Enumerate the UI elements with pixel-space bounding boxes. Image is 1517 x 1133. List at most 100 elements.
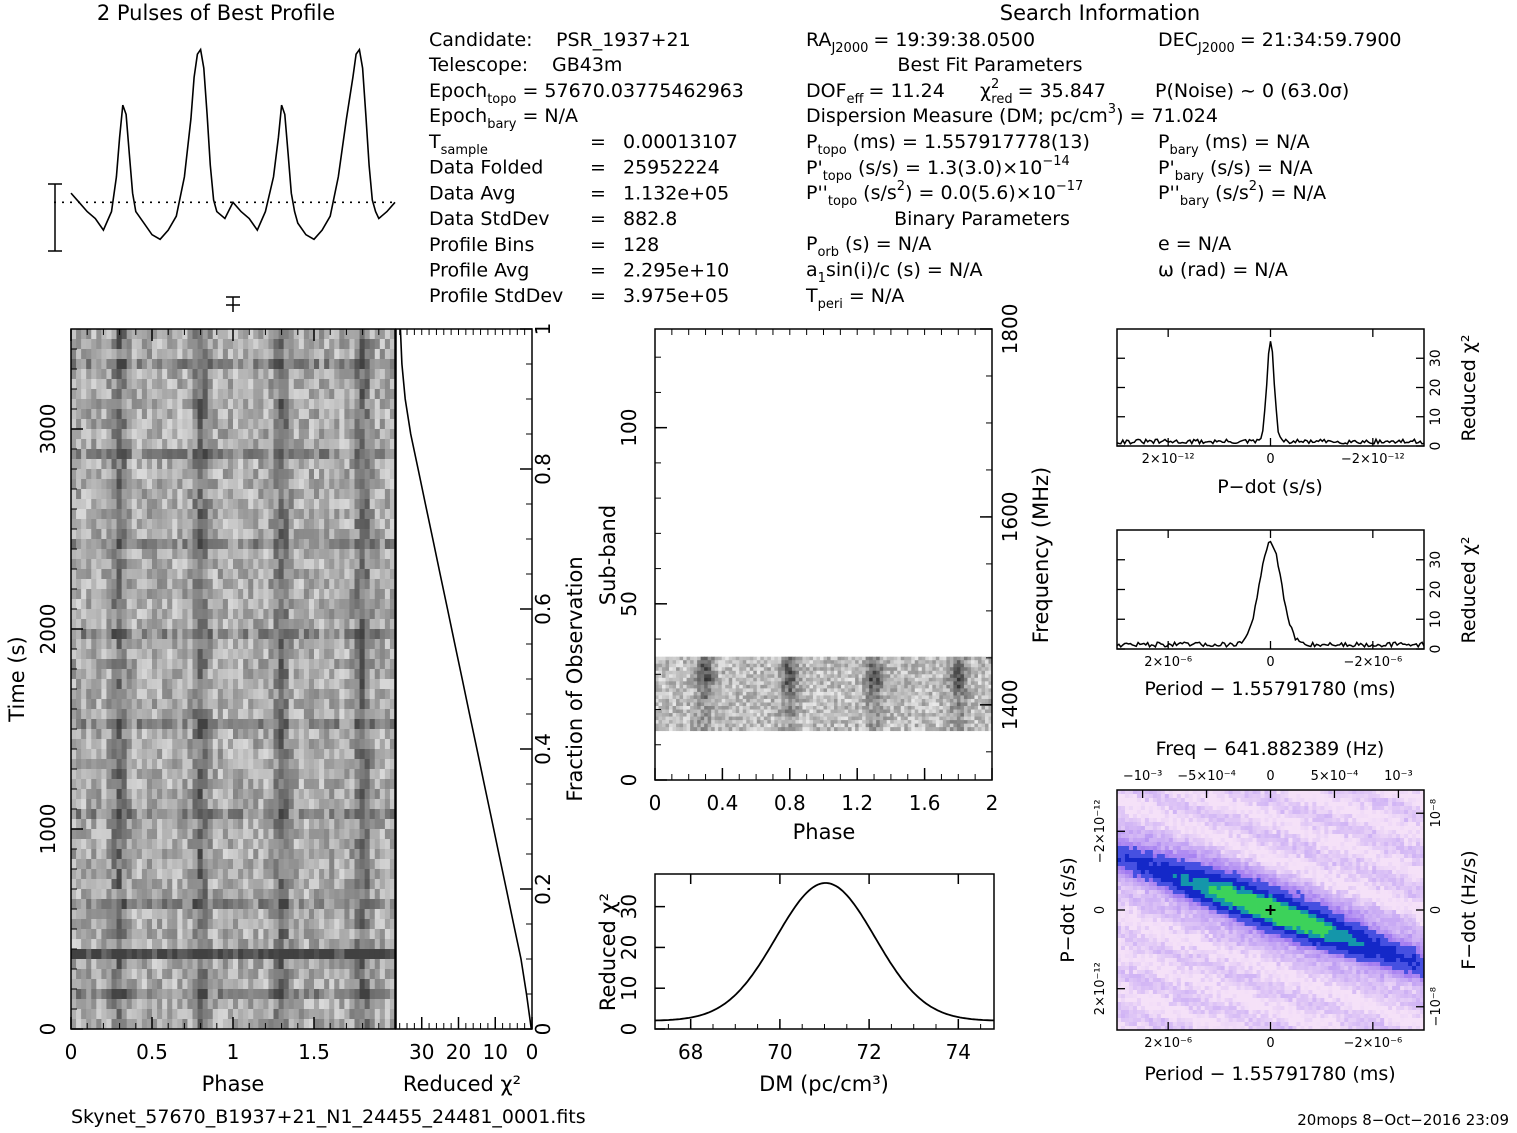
time-phase-cell [303, 899, 310, 910]
subband-cell [777, 660, 782, 665]
time-phase-cell [369, 629, 376, 640]
time-phase-cell [222, 489, 229, 500]
time-phase-cell [334, 589, 340, 600]
time-phase-cell [273, 779, 279, 790]
time-phase-cell [268, 499, 274, 510]
time-phase-cell [339, 479, 345, 490]
time-phase-cell [389, 359, 396, 370]
time-phase-cell [298, 959, 305, 970]
time-phase-cell [233, 749, 239, 760]
time-phase-cell [233, 569, 239, 580]
time-phase-cell [293, 489, 300, 500]
time-phase-cell [278, 929, 285, 940]
time-phase-cell [278, 649, 285, 660]
time-phase-cell [283, 379, 290, 390]
time-phase-cell [329, 509, 335, 520]
time-phase-cell [157, 489, 163, 500]
time-phase-cell [243, 509, 249, 520]
time-phase-cell [202, 809, 209, 820]
time-phase-cell [273, 889, 279, 900]
time-phase-cell [379, 399, 386, 410]
time-phase-cell [344, 549, 350, 560]
time-phase-cell [329, 459, 335, 470]
ptopo-label: P [806, 131, 817, 153]
time-phase-cell [248, 499, 254, 510]
time-phase-cell [278, 609, 285, 620]
time-phase-cell [233, 669, 239, 680]
time-phase-cell [172, 449, 178, 460]
time-phase-cell [268, 619, 274, 630]
time-phase-cell [162, 959, 168, 970]
time-phase-cell [177, 829, 183, 840]
time-phase-cell [212, 409, 219, 420]
subband-cell [918, 656, 923, 661]
time-phase-cell [258, 399, 264, 410]
time-phase-cell [136, 679, 143, 690]
time-phase-cell [116, 729, 123, 740]
time-phase-cell [212, 929, 219, 940]
time-phase-cell [364, 859, 371, 870]
time-phase-cell [283, 899, 290, 910]
time-phase-cell [324, 529, 330, 540]
time-phase-cell [217, 779, 224, 790]
time-phase-cell [293, 659, 300, 670]
time-phase-cell [152, 409, 158, 420]
time-phase-cell [374, 1009, 381, 1020]
time-phase-cell [136, 559, 143, 570]
time-phase-cell [243, 789, 249, 800]
time-phase-cell [152, 929, 158, 940]
time-phase-cell [121, 619, 128, 630]
time-phase-cell [248, 539, 254, 550]
time-phase-cell [258, 669, 264, 680]
time-phase-cell [273, 479, 279, 490]
time-phase-cell [268, 909, 274, 920]
time-phase-cell [152, 979, 158, 990]
time-phase-cell [354, 929, 360, 940]
subband-cell [721, 663, 726, 668]
time-phase-cell [263, 629, 269, 640]
time-phase-cell [141, 459, 148, 470]
time-phase-cell [86, 989, 92, 1000]
time-phase-cell [86, 939, 92, 950]
time-phase-cell [248, 959, 254, 970]
time-phase-cell [152, 599, 158, 610]
time-phase-cell [233, 779, 239, 790]
time-phase-cell [212, 989, 219, 1000]
time-phase-cell [283, 409, 290, 420]
time-phase-cell [374, 819, 381, 830]
time-phase-cell [136, 369, 143, 380]
time-phase-cell [243, 599, 249, 610]
time-phase-cell [167, 619, 173, 630]
time-phase-cell [273, 859, 279, 870]
time-phase-cell [329, 579, 335, 590]
time-phase-cell [334, 599, 340, 610]
time-phase-cell [217, 999, 224, 1010]
time-phase-cell [182, 509, 188, 520]
time-phase-cell [197, 689, 204, 700]
time-phase-cell [126, 739, 133, 750]
time-phase-cell [222, 959, 229, 970]
time-phase-cell [354, 539, 360, 550]
time-phase-cell [354, 459, 360, 470]
time-phase-cell [101, 689, 107, 700]
time-phase-cell [339, 529, 345, 540]
time-phase-cell [354, 939, 360, 950]
time-phase-cell [288, 769, 295, 780]
time-phase-cell [298, 509, 305, 520]
time-phase-cell [238, 329, 244, 340]
time-phase-cell [319, 509, 325, 520]
time-phase-cell [121, 839, 128, 850]
time-phase-cell [349, 539, 355, 550]
time-phase-cell [217, 869, 224, 880]
time-phase-cell [121, 829, 128, 840]
time-phase-cell [364, 539, 371, 550]
time-phase-cell [298, 799, 305, 810]
time-phase-cell [197, 719, 204, 730]
time-phase-cell [303, 969, 310, 980]
time-phase-cell [126, 819, 133, 830]
time-phase-cell [233, 649, 239, 660]
time-phase-cell [364, 919, 371, 930]
time-phase-cell [227, 589, 234, 600]
time-phase-cell [248, 929, 254, 940]
time-phase-cell [86, 899, 92, 910]
